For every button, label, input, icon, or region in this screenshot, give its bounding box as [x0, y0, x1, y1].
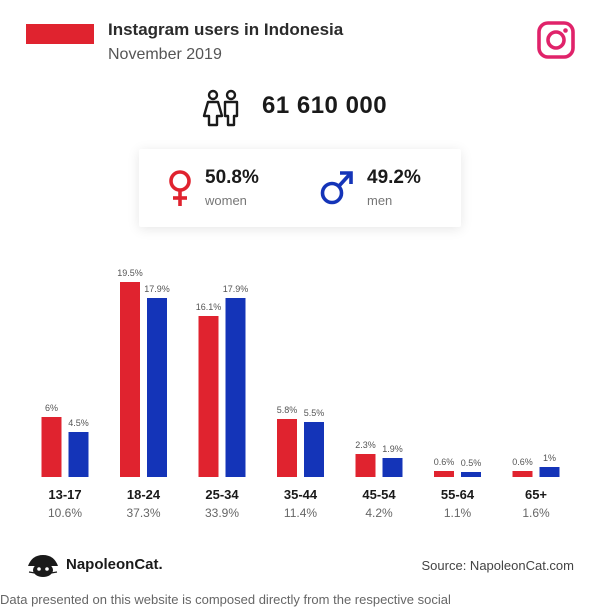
- category-total-25-34: 33.9%: [205, 506, 239, 520]
- tick-label-35-44: 35-44: [284, 487, 318, 502]
- data-label-55-64-series-2: 0.5%: [461, 458, 482, 468]
- tick-label-65+: 65+: [525, 487, 547, 502]
- category-total-18-24: 37.3%: [126, 506, 160, 520]
- category-total-45-54: 4.2%: [365, 506, 393, 520]
- data-label-18-24-series-1: 19.5%: [117, 268, 143, 278]
- data-label-13-17-series-2: 4.5%: [68, 418, 89, 428]
- napoleoncat-logo-icon[interactable]: [26, 552, 60, 580]
- tick-label-25-34: 25-34: [205, 487, 239, 502]
- category-total-55-64: 1.1%: [444, 506, 472, 520]
- bar-18-24-series-1: [120, 282, 140, 477]
- indonesia-flag: [26, 24, 94, 44]
- category-total-65+: 1.6%: [522, 506, 550, 520]
- age-gender-bar-chart: 6%4.5%13-1710.6%19.5%17.9%18-2437.3%16.1…: [41, 268, 560, 520]
- tick-label-45-54: 45-54: [362, 487, 396, 502]
- total-users-row: 61 610 000: [0, 88, 600, 128]
- brand-name[interactable]: NapoleonCat.: [66, 556, 163, 573]
- bar-55-64-series-2: [461, 472, 481, 477]
- bar-35-44-series-1: [277, 419, 297, 477]
- tick-label-13-17: 13-17: [48, 487, 81, 502]
- gender-card: 50.8% women 49.2% men: [139, 149, 461, 227]
- bar-13-17-series-2: [68, 432, 89, 477]
- female-symbol-icon: [169, 170, 191, 206]
- bar-25-34-series-2: [225, 298, 246, 477]
- data-label-18-24-series-2: 17.9%: [144, 284, 170, 294]
- bar-65+-series-2: [539, 467, 560, 477]
- women-label: women: [205, 193, 247, 208]
- page-title: Instagram users in Indonesia: [108, 20, 344, 39]
- data-label-25-34-series-2: 17.9%: [223, 284, 249, 294]
- bar-45-54-series-1: [355, 454, 376, 477]
- data-label-25-34-series-1: 16.1%: [196, 302, 222, 312]
- bar-55-64-series-1: [434, 471, 454, 477]
- bar-35-44-series-2: [304, 422, 324, 477]
- data-label-45-54-series-2: 1.9%: [382, 444, 403, 454]
- men-label: men: [367, 193, 393, 208]
- data-label-65+-series-2: 1%: [543, 453, 556, 463]
- source-credit: Source: NapoleonCat.com: [421, 558, 574, 573]
- category-total-35-44: 11.4%: [284, 506, 317, 520]
- men-percent: 49.2%: [367, 167, 421, 188]
- data-label-13-17-series-1: 6%: [45, 403, 58, 413]
- data-label-65+-series-1: 0.6%: [512, 457, 533, 467]
- bar-65+-series-1: [512, 471, 533, 477]
- bar-45-54-series-2: [382, 458, 403, 477]
- data-label-55-64-series-1: 0.6%: [434, 457, 455, 467]
- total-users-value: 61 610 000: [262, 92, 388, 119]
- male-symbol-icon: [320, 171, 353, 205]
- bar-13-17-series-1: [41, 417, 62, 477]
- data-label-45-54-series-1: 2.3%: [355, 440, 376, 450]
- instagram-icon[interactable]: [536, 20, 576, 60]
- tick-label-55-64: 55-64: [441, 487, 475, 502]
- tick-label-18-24: 18-24: [127, 487, 161, 502]
- women-percent: 50.8%: [205, 167, 259, 188]
- bar-18-24-series-2: [147, 298, 167, 477]
- page-subtitle: November 2019: [108, 46, 222, 63]
- category-total-13-17: 10.6%: [48, 506, 82, 520]
- people-icon: [202, 89, 239, 127]
- data-label-35-44-series-1: 5.8%: [277, 405, 298, 415]
- bar-25-34-series-1: [198, 316, 219, 477]
- data-label-35-44-series-2: 5.5%: [304, 408, 325, 418]
